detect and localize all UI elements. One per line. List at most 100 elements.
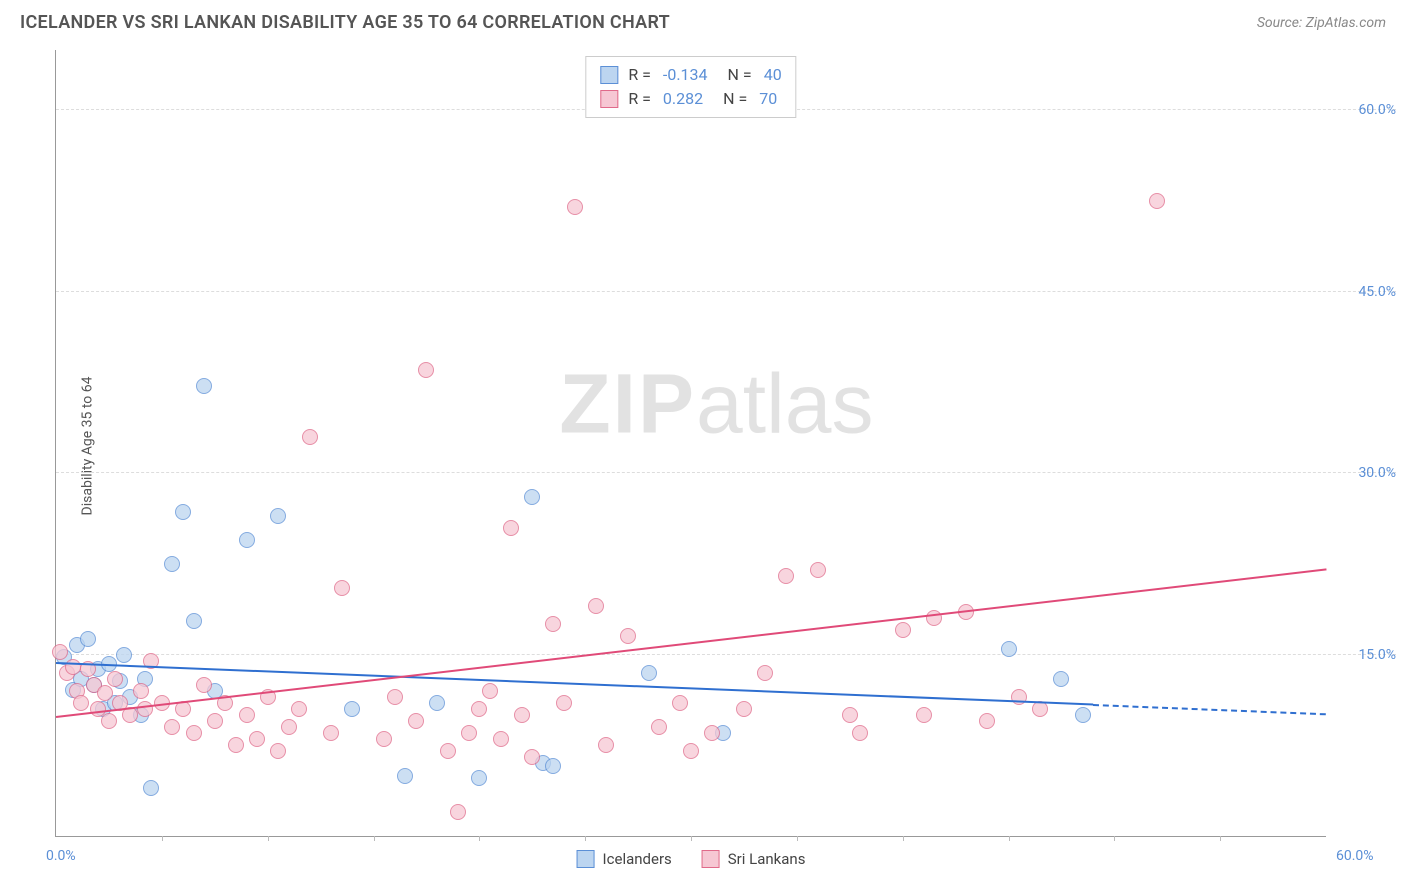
point-srilankans (387, 689, 403, 705)
point-srilankans (461, 725, 477, 741)
point-icelanders (186, 613, 202, 629)
point-srilankans (810, 562, 826, 578)
x-tick-minor (1220, 836, 1221, 841)
point-srilankans (228, 737, 244, 753)
point-icelanders (239, 532, 255, 548)
chart-title: ICELANDER VS SRI LANKAN DISABILITY AGE 3… (20, 12, 670, 33)
scatter-chart: ZIPatlas R = -0.134 N = 40 R = 0.282 N =… (55, 50, 1326, 837)
point-icelanders (175, 504, 191, 520)
gridline (56, 654, 1396, 655)
point-icelanders (1075, 707, 1091, 723)
point-icelanders (116, 647, 132, 663)
x-tick-minor (268, 836, 269, 841)
y-tick-label: 45.0% (1336, 284, 1396, 300)
x-tick-label-max: 60.0% (1336, 848, 1374, 864)
point-srilankans (73, 695, 89, 711)
r-label: R = (628, 87, 651, 111)
point-srilankans (567, 199, 583, 215)
point-srilankans (291, 701, 307, 717)
swatch-icelanders-icon (577, 850, 595, 868)
point-srilankans (65, 659, 81, 675)
point-srilankans (281, 719, 297, 735)
point-icelanders (524, 489, 540, 505)
x-tick-minor (1114, 836, 1115, 841)
point-srilankans (736, 701, 752, 717)
r-value-icelanders: -0.134 (663, 63, 708, 87)
point-icelanders (143, 780, 159, 796)
point-srilankans (196, 677, 212, 693)
point-srilankans (97, 685, 113, 701)
trend-line (1093, 704, 1326, 715)
point-srilankans (186, 725, 202, 741)
correlation-legend: R = -0.134 N = 40 R = 0.282 N = 70 (585, 56, 796, 118)
n-value-srilankans: 70 (759, 87, 777, 111)
swatch-srilankans-icon (702, 850, 720, 868)
gridline (56, 472, 1396, 473)
watermark-rest: atlas (696, 356, 873, 450)
point-icelanders (471, 770, 487, 786)
point-srilankans (651, 719, 667, 735)
point-srilankans (418, 362, 434, 378)
point-srilankans (757, 665, 773, 681)
legend-item-srilankans: Sri Lankans (702, 850, 806, 868)
x-tick-minor (691, 836, 692, 841)
point-icelanders (80, 631, 96, 647)
x-tick-minor (903, 836, 904, 841)
point-srilankans (852, 725, 868, 741)
n-value-icelanders: 40 (764, 63, 782, 87)
point-srilankans (672, 695, 688, 711)
point-srilankans (588, 598, 604, 614)
point-icelanders (196, 378, 212, 394)
point-srilankans (376, 731, 392, 747)
point-srilankans (137, 701, 153, 717)
point-srilankans (164, 719, 180, 735)
swatch-icelanders (600, 66, 618, 84)
n-label: N = (728, 63, 752, 87)
legend-label-icelanders: Icelanders (603, 850, 672, 868)
point-srilankans (207, 713, 223, 729)
point-icelanders (164, 556, 180, 572)
point-srilankans (270, 743, 286, 759)
watermark-zip: ZIP (559, 356, 696, 450)
point-srilankans (493, 731, 509, 747)
r-label: R = (628, 63, 651, 87)
legend-item-icelanders: Icelanders (577, 850, 672, 868)
point-srilankans (408, 713, 424, 729)
point-srilankans (107, 671, 123, 687)
point-icelanders (429, 695, 445, 711)
point-srilankans (979, 713, 995, 729)
point-srilankans (704, 725, 720, 741)
x-tick-minor (1009, 836, 1010, 841)
point-srilankans (239, 707, 255, 723)
x-tick-minor (797, 836, 798, 841)
point-srilankans (916, 707, 932, 723)
point-srilankans (895, 622, 911, 638)
point-srilankans (334, 580, 350, 596)
point-srilankans (514, 707, 530, 723)
point-srilankans (620, 628, 636, 644)
point-icelanders (545, 758, 561, 774)
point-srilankans (598, 737, 614, 753)
point-srilankans (450, 804, 466, 820)
point-srilankans (683, 743, 699, 759)
point-icelanders (1053, 671, 1069, 687)
x-tick-minor (162, 836, 163, 841)
point-srilankans (249, 731, 265, 747)
chart-source: Source: ZipAtlas.com (1257, 15, 1386, 31)
n-label: N = (723, 87, 747, 111)
trend-line (56, 568, 1326, 718)
y-tick-label: 60.0% (1336, 102, 1396, 118)
point-srilankans (471, 701, 487, 717)
point-srilankans (101, 713, 117, 729)
point-srilankans (842, 707, 858, 723)
point-icelanders (641, 665, 657, 681)
x-tick-minor (585, 836, 586, 841)
point-icelanders (397, 768, 413, 784)
x-tick-minor (374, 836, 375, 841)
r-value-srilankans: 0.282 (663, 87, 703, 111)
y-tick-label: 30.0% (1336, 465, 1396, 481)
y-tick-label: 15.0% (1336, 647, 1396, 663)
point-srilankans (524, 749, 540, 765)
point-srilankans (133, 683, 149, 699)
point-srilankans (1149, 193, 1165, 209)
